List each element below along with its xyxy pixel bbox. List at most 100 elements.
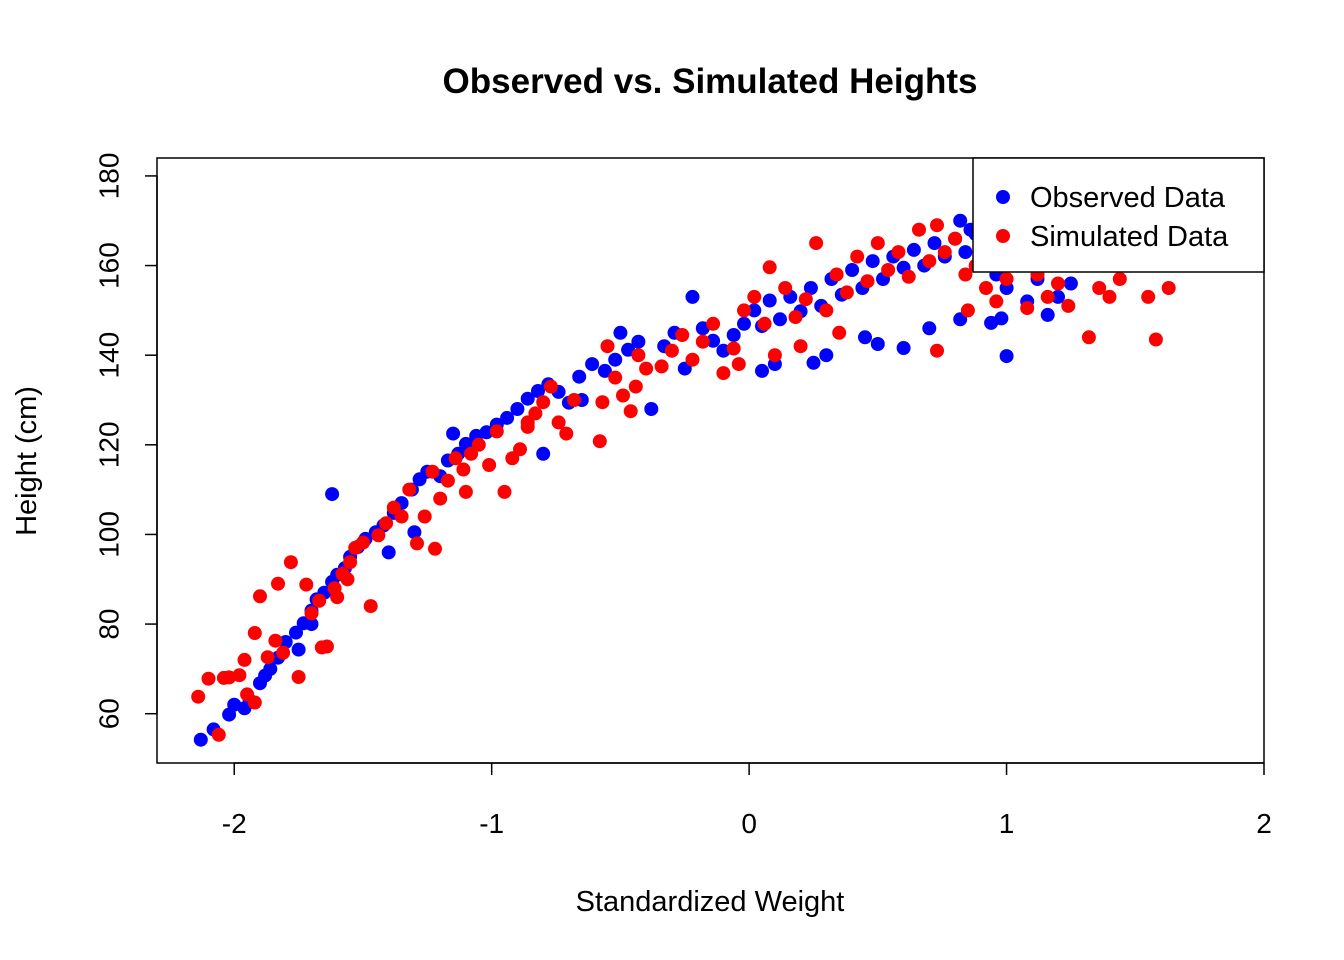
observed-point <box>755 363 769 378</box>
simulated-point <box>839 285 854 300</box>
simulated-point <box>1040 289 1055 304</box>
simulated-point <box>1141 289 1156 304</box>
simulated-point <box>937 245 952 260</box>
y-tick-label: 80 <box>94 608 125 639</box>
simulated-point <box>440 473 455 488</box>
series-observed <box>193 213 1078 747</box>
simulated-point <box>428 541 442 556</box>
simulated-point <box>371 528 386 543</box>
observed-point <box>572 369 587 384</box>
simulated-point <box>654 359 669 374</box>
simulated-point <box>1148 332 1163 347</box>
simulated-point <box>247 626 262 640</box>
simulated-point <box>901 269 916 284</box>
simulated-point <box>747 289 762 304</box>
observed-point <box>304 617 319 632</box>
observed-point <box>193 732 208 747</box>
observed-point <box>613 325 628 340</box>
observed-point <box>706 333 721 348</box>
simulated-point <box>989 294 1004 309</box>
simulated-point <box>559 426 574 441</box>
simulated-point <box>237 652 252 667</box>
y-tick-label: 100 <box>94 511 125 558</box>
observed-point <box>258 668 273 683</box>
simulated-point <box>232 668 247 683</box>
simulated-point <box>762 260 777 275</box>
simulated-point <box>788 310 803 325</box>
x-tick-label: 1 <box>999 808 1015 839</box>
simulated-point <box>543 379 558 394</box>
observed-point <box>726 328 741 342</box>
simulated-point <box>312 593 327 608</box>
series-simulated <box>191 218 1176 742</box>
simulated-point <box>283 555 298 570</box>
simulated-point <box>497 484 512 499</box>
simulated-point <box>778 281 793 295</box>
simulated-point <box>726 341 741 356</box>
simulated-point <box>379 516 394 531</box>
simulated-point <box>410 536 424 551</box>
simulated-point <box>482 458 497 472</box>
legend-marker-simulated <box>996 229 1010 243</box>
observed-point <box>953 213 968 228</box>
simulated-point <box>616 388 630 403</box>
simulated-point <box>448 451 463 466</box>
legend-label-observed: Observed Data <box>1030 182 1226 214</box>
observed-point <box>325 487 340 502</box>
y-axis-label: Height (cm) <box>11 386 43 536</box>
simulated-point <box>216 670 231 685</box>
simulated-point <box>930 343 944 358</box>
simulated-point <box>930 218 944 233</box>
observed-point <box>773 312 787 327</box>
simulated-point <box>664 343 679 358</box>
observed-point <box>845 263 860 277</box>
observed-point <box>520 391 535 406</box>
simulated-point <box>767 348 782 363</box>
simulated-point <box>1112 272 1127 286</box>
x-axis: -2 -1 0 1 2 <box>222 762 1272 839</box>
observed-point <box>291 642 306 657</box>
legend-marker-observed <box>996 190 1010 204</box>
simulated-point <box>737 303 751 318</box>
simulated-point <box>191 689 206 704</box>
simulated-point <box>433 491 448 506</box>
x-tick-label: 0 <box>741 808 757 839</box>
simulated-point <box>314 640 329 655</box>
simulated-point <box>201 671 216 686</box>
simulated-point <box>999 272 1014 286</box>
simulated-point <box>860 274 875 289</box>
simulated-point <box>343 555 358 570</box>
observed-point <box>227 697 242 712</box>
simulated-point <box>458 484 473 499</box>
simulated-point <box>276 645 291 660</box>
simulated-point <box>1092 281 1107 295</box>
observed-point <box>631 334 646 349</box>
x-tick-label: -2 <box>222 808 247 839</box>
simulated-point <box>513 442 527 457</box>
y-tick-label: 140 <box>94 332 125 379</box>
simulated-point <box>425 464 440 479</box>
simulated-point <box>757 316 772 331</box>
simulated-point <box>456 462 471 477</box>
observed-point <box>536 446 551 461</box>
simulated-point <box>211 727 226 742</box>
simulated-point <box>567 393 582 407</box>
y-tick-label: 180 <box>94 153 125 200</box>
simulated-point <box>881 263 896 277</box>
simulated-point <box>402 482 417 497</box>
simulated-point <box>608 370 623 385</box>
simulated-point <box>675 328 690 342</box>
simulated-point <box>639 361 654 376</box>
observed-point <box>922 321 937 336</box>
observed-point <box>446 426 461 441</box>
observed-point <box>1051 289 1065 304</box>
simulated-point <box>271 576 285 591</box>
observed-point <box>819 348 834 363</box>
simulated-point <box>363 599 378 614</box>
simulated-point <box>536 395 551 410</box>
simulated-point <box>356 535 370 550</box>
simulated-point <box>979 281 993 295</box>
observed-point <box>500 410 515 425</box>
simulated-point <box>716 366 731 381</box>
